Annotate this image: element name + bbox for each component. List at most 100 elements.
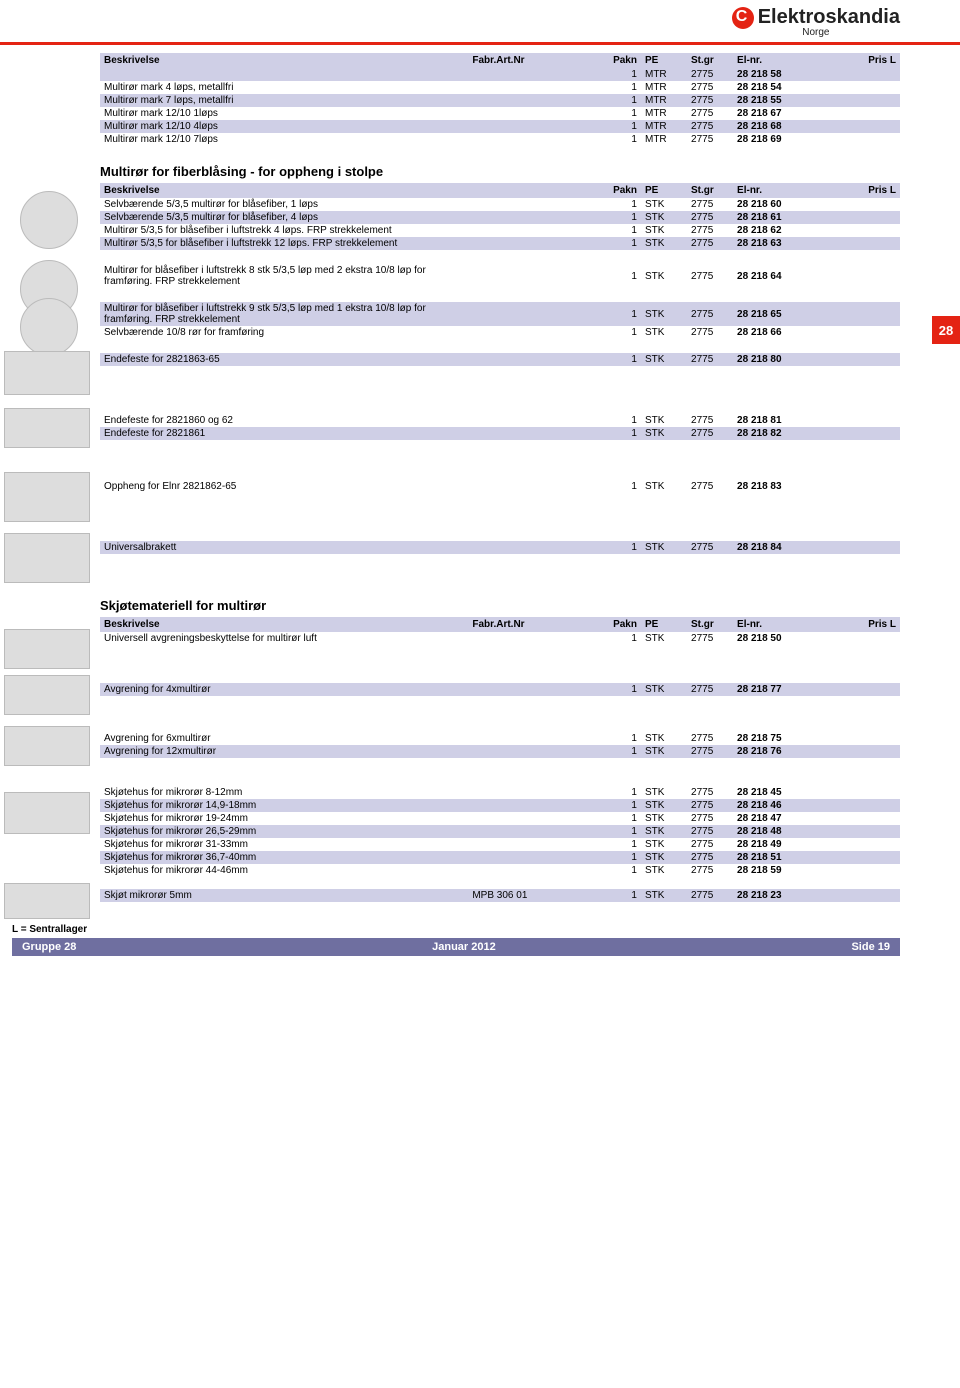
col-prisl: Pris L: [831, 617, 900, 632]
cell-pakn: 1: [595, 94, 641, 107]
cell-elnr: 28 218 65: [733, 302, 831, 326]
cell-elnr: 28 218 69: [733, 133, 831, 146]
cell-pakn: 1: [595, 224, 641, 237]
cell-pe: STK: [641, 353, 687, 366]
cell-elnr: 28 218 63: [733, 237, 831, 250]
cell-prisl: [831, 120, 900, 133]
cell-stgr: 2775: [687, 732, 733, 745]
cell-pakn: 1: [595, 683, 641, 696]
cell-stgr: 2775: [687, 480, 733, 493]
cell-fabr: [468, 632, 595, 645]
cell-fabr: [468, 81, 595, 94]
footer-right: Side 19: [851, 941, 890, 953]
col-fabr: Fabr.Art.Nr: [468, 617, 595, 632]
col-elnr: El-nr.: [733, 183, 831, 198]
cell-besk: Skjøtehus for mikrorør 31-33mm: [100, 838, 468, 851]
table-row: Skjøt mikrorør 5mm MPB 306 01 1 STK 2775…: [100, 889, 900, 902]
cell-stgr: 2775: [687, 237, 733, 250]
cell-fabr: [468, 838, 595, 851]
cell-stgr: 2775: [687, 825, 733, 838]
cell-besk: Multirør mark 12/10 7løps: [100, 133, 468, 146]
cell-pe: STK: [641, 264, 687, 288]
cell-prisl: [831, 864, 900, 877]
col-pe: PE: [641, 53, 687, 68]
cell-pakn: 1: [595, 302, 641, 326]
cell-elnr: 28 218 75: [733, 732, 831, 745]
cell-pakn: 1: [595, 786, 641, 799]
cell-pakn: 1: [595, 541, 641, 554]
cell-prisl: [831, 799, 900, 812]
table-row: Oppheng for Elnr 2821862-65 1 STK 2775 2…: [100, 480, 900, 493]
cell-pe: STK: [641, 732, 687, 745]
catalog-table-1: Beskrivelse Fabr.Art.Nr Pakn PE St.gr El…: [100, 53, 900, 146]
table-row: Skjøtehus for mikrorør 36,7-40mm1STK2775…: [100, 851, 900, 864]
cell-elnr: 28 218 82: [733, 427, 831, 440]
col-pe: PE: [641, 617, 687, 632]
cell-besk: Multirør mark 12/10 1løps: [100, 107, 468, 120]
cell-pe: STK: [641, 812, 687, 825]
brand: Elektroskandia Norge: [732, 6, 900, 38]
cell-prisl: [831, 732, 900, 745]
product-thumb-icon: [4, 351, 90, 395]
cell-stgr: 2775: [687, 198, 733, 211]
footer-left: Gruppe 28: [22, 941, 76, 953]
table-row: Multirør mark 4 løps, metallfri1MTR27752…: [100, 81, 900, 94]
cell-besk: Oppheng for Elnr 2821862-65: [100, 480, 468, 493]
cell-pe: STK: [641, 838, 687, 851]
cell-elnr: 28 218 48: [733, 825, 831, 838]
col-fabr: Fabr.Art.Nr: [468, 53, 595, 68]
cell-elnr: 28 218 60: [733, 198, 831, 211]
cell-pe: STK: [641, 541, 687, 554]
cell-fabr: [468, 825, 595, 838]
table-row: Multirør mark 12/10 4løps1MTR277528 218 …: [100, 120, 900, 133]
cell-fabr: [468, 864, 595, 877]
product-thumb-icon: [20, 191, 78, 249]
cell-pe: STK: [641, 632, 687, 645]
col-pakn: Pakn: [595, 183, 641, 198]
catalog-table-4: Multirør for blåsefiber i luftstrekk 9 s…: [100, 302, 900, 339]
cell-elnr: 28 218 76: [733, 745, 831, 758]
catalog-table-13: Skjøt mikrorør 5mm MPB 306 01 1 STK 2775…: [100, 889, 900, 902]
cell-besk: Skjøtehus for mikrorør 19-24mm: [100, 812, 468, 825]
cell-pakn: 1: [595, 732, 641, 745]
cell-fabr: [468, 211, 595, 224]
table-row: Avgrening for 6xmultirør1STK277528 218 7…: [100, 732, 900, 745]
cell-pakn: 1: [595, 799, 641, 812]
cell-stgr: 2775: [687, 427, 733, 440]
cell-besk: Universell avgreningsbeskyttelse for mul…: [100, 632, 468, 645]
cell-pakn: 1: [595, 480, 641, 493]
cell-fabr: [468, 107, 595, 120]
side-tab: 28: [932, 316, 960, 344]
cell-pe: STK: [641, 851, 687, 864]
cell-prisl: [831, 838, 900, 851]
table-row: Multirør mark 7 løps, metallfri1MTR27752…: [100, 94, 900, 107]
cell-stgr: 2775: [687, 120, 733, 133]
cell-elnr: 28 218 64: [733, 264, 831, 288]
catalog-table-5: Endefeste for 2821863-65 1 STK 2775 28 2…: [100, 353, 900, 366]
cell-besk: Skjøt mikrorør 5mm: [100, 889, 468, 902]
col-stgr: St.gr: [687, 53, 733, 68]
cell-stgr: 2775: [687, 745, 733, 758]
table-row: Skjøtehus for mikrorør 31-33mm1STK277528…: [100, 838, 900, 851]
cell-pakn: 1: [595, 889, 641, 902]
product-thumb-icon: [20, 298, 78, 356]
cell-fabr: [468, 732, 595, 745]
cell-elnr: 28 218 45: [733, 786, 831, 799]
cell-pe: STK: [641, 198, 687, 211]
cell-stgr: 2775: [687, 812, 733, 825]
cell-pe: STK: [641, 427, 687, 440]
brand-name: Elektroskandia: [758, 6, 900, 29]
cell-prisl: [831, 786, 900, 799]
cell-elnr: 28 218 51: [733, 851, 831, 864]
cell-fabr: [468, 414, 595, 427]
cell-prisl: [831, 427, 900, 440]
product-thumb-icon: [4, 533, 90, 583]
cell-prisl: [831, 237, 900, 250]
section-title-fiberblasing: Multirør for fiberblåsing - for oppheng …: [100, 164, 900, 179]
cell-fabr: [468, 133, 595, 146]
product-thumb-icon: [4, 675, 90, 715]
cell-prisl: [831, 812, 900, 825]
cell-elnr: 28 218 54: [733, 81, 831, 94]
cell-pe: STK: [641, 825, 687, 838]
cell-pe: STK: [641, 224, 687, 237]
